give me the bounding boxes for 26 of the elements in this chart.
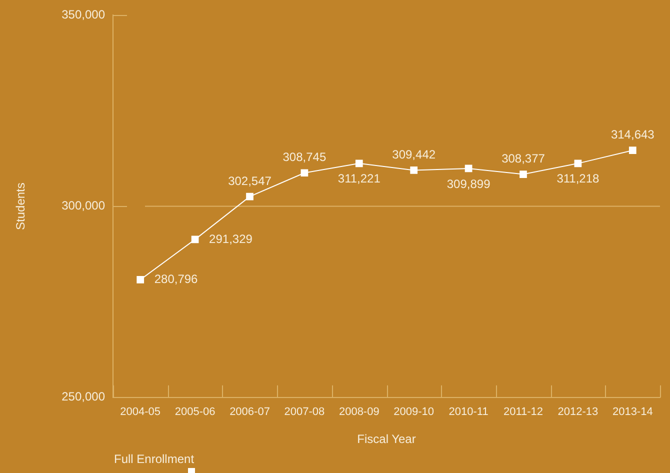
x-axis-title: Fiscal Year xyxy=(357,432,416,446)
data-label: 280,796 xyxy=(154,272,198,286)
x-tick-label: 2013-14 xyxy=(612,406,653,418)
y-tick-label: 250,000 xyxy=(62,390,106,404)
x-tick-label: 2006-07 xyxy=(230,406,270,418)
data-label: 314,643 xyxy=(610,128,655,142)
x-tick-label: 2007-08 xyxy=(284,406,325,418)
y-axis-title: Students xyxy=(14,182,28,230)
x-tick-label: 2005-06 xyxy=(174,406,216,418)
text: Full Enrollment xyxy=(114,452,194,466)
x-tick-label: 2012-13 xyxy=(558,406,598,418)
x-tick-label: 2009-10 xyxy=(394,406,434,418)
x-tick-label: 2010-11 xyxy=(448,406,488,418)
data-label: 311,221 xyxy=(338,172,381,186)
data-label: 311,218 xyxy=(556,172,600,186)
y-tick-label: 350,000 xyxy=(62,8,106,22)
data-label: 291,329 xyxy=(209,232,253,246)
x-tick-label: 2011-12 xyxy=(503,406,544,418)
data-label: 309,899 xyxy=(446,176,491,191)
x-tick-label: 2008-09 xyxy=(338,406,380,418)
data-label: 308,745 xyxy=(282,150,326,164)
data-label: 308,377 xyxy=(502,152,546,166)
data-label: 302,547 xyxy=(228,174,272,188)
y-tick-label: 300,000 xyxy=(62,198,106,213)
data-label: 309,442 xyxy=(392,148,436,162)
x-tick-label: 2004-05 xyxy=(120,406,161,418)
